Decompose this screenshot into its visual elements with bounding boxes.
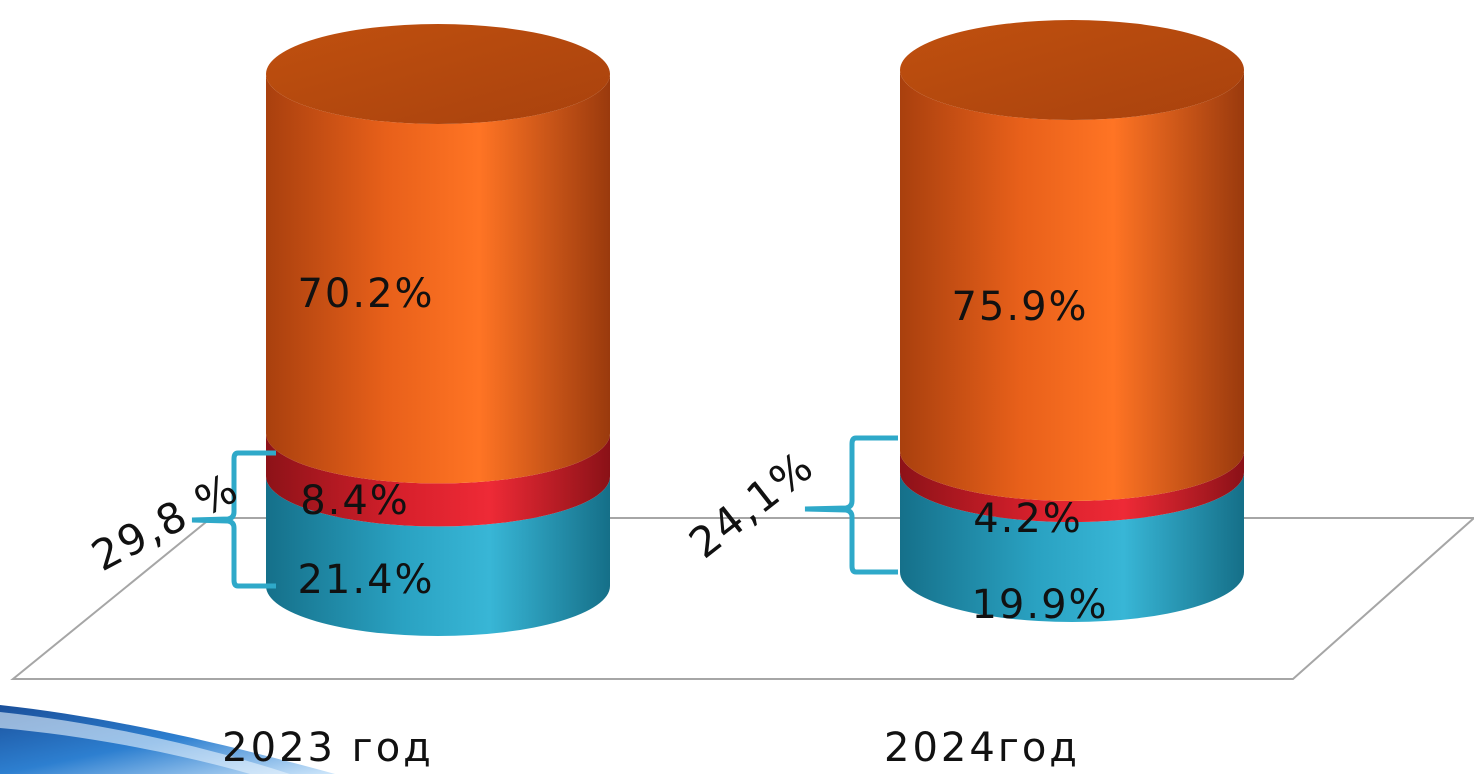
decorative-swoosh-highlight (0, 712, 290, 774)
label-2024-orange: 75.9% (951, 284, 1088, 330)
cylinder-segment-1-red (900, 451, 1244, 523)
cylinder-segment-1-orange (900, 70, 1244, 502)
label-2023-blue: 21.4% (297, 557, 434, 603)
cylinder-top-cap-1 (900, 20, 1244, 120)
group-brace-2024 (804, 435, 898, 575)
cylinder-top-cap-0 (266, 24, 610, 124)
label-2024-blue: 19.9% (971, 582, 1108, 628)
cylinder-segment-0-red (266, 433, 610, 527)
label-2023-red: 8.4% (300, 478, 410, 524)
chart-floor-plane (10, 517, 1474, 680)
decorative-swoosh (0, 705, 335, 774)
category-label-2024: 2024год (884, 725, 1080, 771)
category-label-2023: 2023 год (222, 725, 434, 771)
cylinder-segment-0-orange (266, 74, 610, 484)
group-label-2024: 24,1% (680, 441, 823, 568)
label-2024-red: 4.2% (973, 496, 1083, 542)
cylinder-segment-1-blue (900, 472, 1244, 622)
label-2023-orange: 70.2% (297, 271, 434, 317)
group-brace-2023 (191, 450, 276, 589)
cylinder-segment-0-blue (266, 476, 610, 636)
